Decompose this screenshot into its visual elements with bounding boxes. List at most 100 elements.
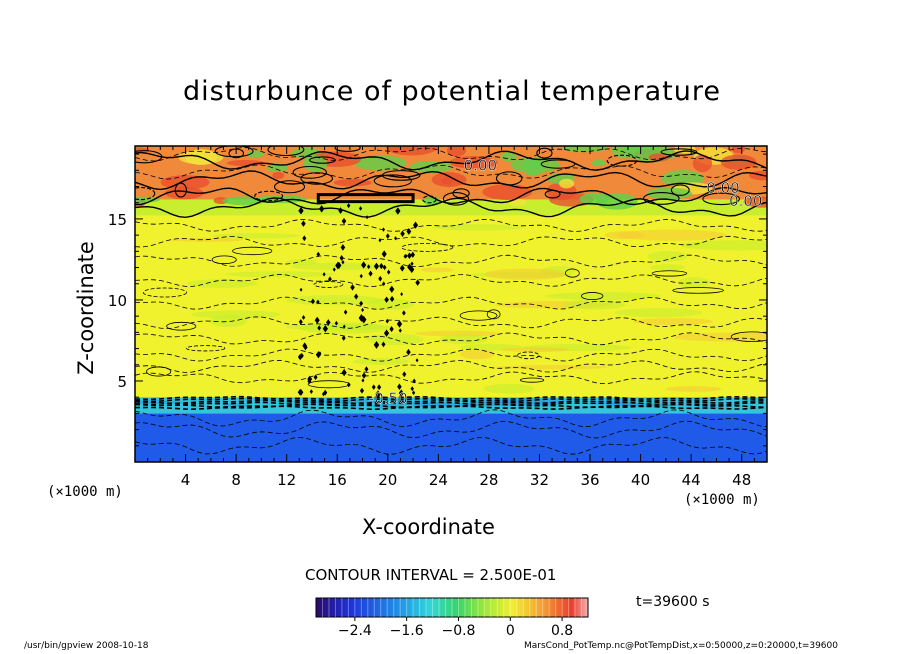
x-tick-label: 40 — [631, 471, 650, 489]
convective-cell — [389, 326, 394, 333]
contour-line — [135, 409, 767, 428]
convective-cell — [371, 384, 376, 390]
convective-cell — [361, 261, 367, 269]
contour-loop — [166, 321, 197, 331]
convective-cell — [378, 275, 383, 282]
convective-cell — [398, 389, 404, 397]
heatmap-patch — [254, 195, 307, 204]
x-axis-unit-left: (×1000 m) — [47, 484, 123, 500]
contour-line — [135, 403, 767, 408]
convective-cell — [303, 344, 308, 351]
y-axis-ticks: 5 10 15 — [108, 153, 767, 447]
contour-line — [135, 147, 767, 162]
contour-line — [135, 197, 767, 219]
convective-cell — [364, 366, 369, 372]
convective-cell — [377, 384, 382, 391]
contour-label: -0.50 — [369, 390, 408, 408]
convective-cell — [396, 320, 403, 328]
contour-loop — [232, 246, 273, 256]
heatmap-patch — [333, 178, 372, 187]
contour-loop — [651, 270, 688, 277]
convective-cell — [302, 235, 307, 242]
heatmap-patch — [679, 240, 767, 251]
convective-cell — [379, 262, 384, 270]
convective-cell — [410, 261, 414, 267]
contour-loop — [459, 310, 498, 321]
convective-cell — [384, 296, 389, 304]
convective-cell — [406, 348, 411, 356]
contour-loop — [442, 191, 470, 206]
contour-line — [135, 359, 767, 373]
contour-loop — [267, 146, 305, 157]
convective-cell — [328, 276, 332, 282]
contour-line — [135, 332, 767, 346]
convective-cell — [386, 269, 391, 275]
contour-loop — [565, 268, 580, 278]
convective-cell — [317, 325, 322, 331]
convective-cell — [342, 324, 346, 329]
x-tick-label: 16 — [328, 471, 347, 489]
convective-cell — [361, 315, 367, 324]
convective-cell — [341, 217, 347, 225]
convective-cell — [395, 207, 401, 215]
convective-cell — [307, 378, 312, 385]
convective-cell — [301, 315, 306, 320]
contour-loop — [672, 287, 724, 294]
contour-loop — [606, 154, 638, 167]
convective-cell — [373, 341, 380, 349]
convective-cell — [402, 371, 407, 378]
convective-cell — [381, 227, 386, 232]
contour-line — [135, 420, 767, 439]
convective-cell — [368, 270, 373, 277]
convective-cell — [397, 383, 402, 391]
contour-loop — [486, 309, 501, 320]
colorbar: −2.4 −1.6 −0.8 0 0.8 — [315, 597, 589, 639]
convective-cell — [412, 378, 416, 384]
x-tick-label: 32 — [530, 471, 549, 489]
colorbar-tick-label: 0.8 — [551, 623, 573, 639]
convective-cell — [412, 221, 419, 229]
convective-cell — [406, 227, 412, 235]
convective-cell — [341, 368, 347, 377]
convective-cell — [313, 374, 318, 381]
heatmap-patch — [563, 299, 626, 310]
contour-cluster — [316, 193, 415, 204]
convective-cell — [358, 206, 363, 211]
contour-loop — [373, 174, 412, 188]
convective-cell — [415, 358, 419, 363]
convective-cell — [389, 295, 395, 303]
contour-line — [135, 395, 767, 401]
contour-line — [135, 218, 767, 232]
convective-cell — [382, 264, 387, 271]
heatmap-patch — [135, 196, 161, 204]
heatmap-layer — [135, 215, 767, 398]
convective-cell — [407, 252, 412, 260]
contour-labels: 0.000.000.00-0.50 — [369, 156, 763, 408]
contour-loop — [334, 146, 361, 152]
convective-cell — [381, 341, 386, 348]
y-tick-label: 10 — [108, 292, 127, 310]
contour-loop — [313, 281, 344, 288]
convective-cell — [382, 281, 386, 287]
heatmap-patch — [692, 154, 713, 173]
contour-loop — [135, 186, 156, 201]
contour-loop — [581, 292, 604, 301]
heatmap-patch — [285, 295, 384, 306]
contour-line — [135, 150, 767, 171]
colorbar-tick-label: 0 — [506, 623, 515, 639]
convective-cell — [310, 298, 315, 305]
x-tick-label: 24 — [429, 471, 448, 489]
contour-interval-value: CONTOUR INTERVAL = 2.500E-01 — [305, 566, 557, 584]
convective-cell — [316, 299, 320, 305]
convective-cell — [385, 318, 389, 324]
contour-line — [135, 348, 767, 362]
heatmap-patch — [446, 146, 467, 157]
contour-line — [135, 436, 767, 455]
contour-loop — [214, 146, 254, 158]
time-label: t=39600 s — [636, 594, 710, 610]
convective-cell — [299, 352, 304, 359]
contour-line — [135, 170, 767, 191]
convective-cell — [365, 215, 369, 220]
x-tick-label: 4 — [181, 471, 191, 489]
convective-cell — [350, 284, 355, 291]
